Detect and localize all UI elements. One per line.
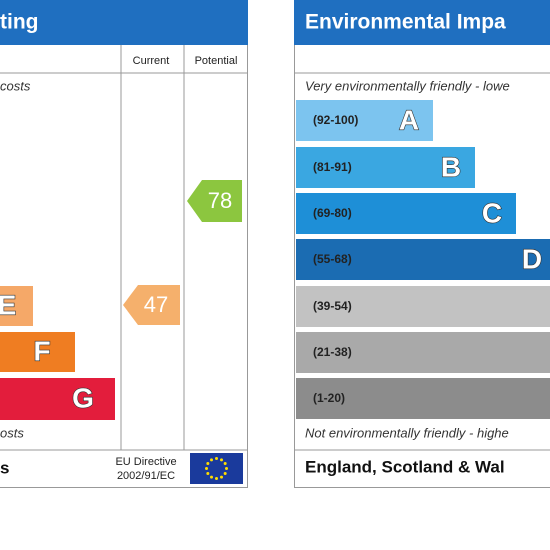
band-range: (81-91) <box>313 160 352 174</box>
flag-star <box>210 458 213 462</box>
band <box>0 378 115 420</box>
potential-value: 78 <box>208 188 232 213</box>
flag-star <box>225 467 228 470</box>
footer-region: s <box>0 458 9 477</box>
current-value: 47 <box>144 292 168 317</box>
flag-star <box>220 458 223 462</box>
band-letter: F <box>33 335 50 366</box>
flag-star <box>223 472 227 475</box>
band <box>0 332 75 372</box>
flag-star <box>223 462 227 465</box>
eu-flag <box>190 453 243 484</box>
current-arrow <box>123 285 180 325</box>
column-header: Potential <box>195 55 238 67</box>
left-header: ting <box>0 11 38 34</box>
band-letter: C <box>482 197 502 228</box>
right-header: Environmental Impa <box>305 11 506 34</box>
directive: EU Directive <box>115 456 176 468</box>
flag-star <box>210 475 213 479</box>
band-letter: A <box>399 104 419 135</box>
band-letter: B <box>441 151 461 182</box>
band-range: (69-80) <box>313 206 352 220</box>
flag-star <box>206 462 210 465</box>
footer-region: England, Scotland & Wal <box>305 457 505 476</box>
band-letter: E <box>0 289 16 320</box>
band <box>296 193 516 234</box>
directive: 2002/91/EC <box>117 470 175 482</box>
band-letter: D <box>522 243 542 274</box>
band <box>296 100 433 141</box>
band <box>296 147 475 188</box>
band <box>296 378 550 419</box>
band <box>296 332 550 373</box>
flag-star <box>215 477 218 480</box>
band-range: (39-54) <box>313 299 352 313</box>
band-range: (1-20) <box>313 391 345 405</box>
band <box>0 286 33 326</box>
band <box>296 239 550 280</box>
column-header: Current <box>133 55 170 67</box>
potential-arrow <box>187 180 242 222</box>
bottom-note: osts <box>0 425 24 440</box>
band <box>296 286 550 327</box>
right-header-bar <box>294 0 550 45</box>
band-range: (92-100) <box>313 113 358 127</box>
top-note: Very environmentally friendly - lowe <box>305 78 510 93</box>
band-range: (21-38) <box>313 345 352 359</box>
flag-star <box>205 467 208 470</box>
flag-star <box>215 457 218 460</box>
bottom-note: Not environmentally friendly - highe <box>305 425 509 440</box>
flag-star <box>220 475 223 479</box>
band-letter: G <box>72 382 94 413</box>
top-note: costs <box>0 78 31 93</box>
left-header-bar <box>0 0 248 45</box>
band-range: (55-68) <box>313 252 352 266</box>
flag-star <box>206 472 210 475</box>
